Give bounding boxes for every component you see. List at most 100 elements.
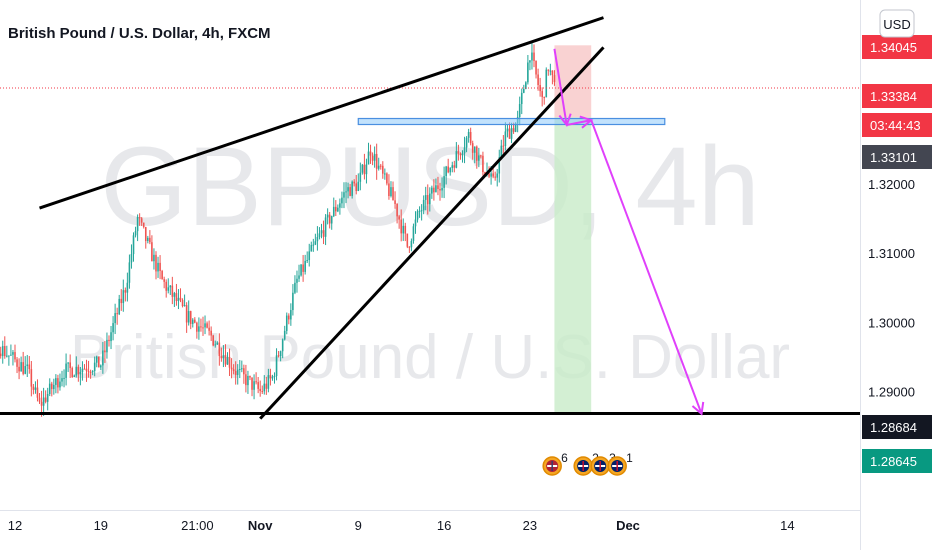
candle-body [435, 185, 437, 193]
candle-body [330, 216, 333, 224]
candle-body [349, 187, 351, 196]
candle-body [324, 217, 327, 237]
candle [216, 341, 219, 346]
candle [77, 364, 80, 382]
candle-body [337, 207, 339, 212]
candle [451, 161, 454, 173]
price-label-bg [862, 35, 932, 59]
watermark: GBPUSD, 4h British Pound / U.S. Dollar [70, 124, 790, 392]
candle-body [416, 211, 419, 220]
candle-body [504, 131, 507, 147]
candle [465, 136, 468, 153]
candle-body [118, 298, 121, 315]
candle-body [339, 203, 341, 208]
candle [298, 264, 300, 282]
candle-body [142, 222, 145, 228]
candle-body [181, 300, 184, 307]
candle [379, 163, 382, 170]
time-axis[interactable]: 12 19 21:00 Nov 9 16 23 Dec 14 [0, 510, 932, 550]
candle-body [496, 173, 499, 178]
candle [87, 360, 90, 378]
candle-body [263, 383, 266, 392]
candle [189, 310, 192, 330]
event-marker[interactable]: 1 [607, 451, 633, 476]
candle-body [535, 61, 537, 75]
candle [361, 163, 364, 175]
candle [392, 181, 394, 201]
event-marker[interactable]: 6 [542, 451, 568, 476]
candle [449, 167, 452, 176]
forecast-arrow [590, 119, 703, 415]
candle [228, 348, 231, 377]
candle [149, 230, 151, 245]
candle [435, 178, 437, 193]
candle-body [518, 104, 521, 118]
time-tick-label: 23 [523, 518, 537, 533]
candle-body [531, 52, 533, 61]
candle-body [510, 128, 513, 139]
price-label-bg [862, 113, 932, 137]
forecast-arrowhead [691, 401, 705, 416]
candle [249, 375, 251, 381]
candle [61, 370, 63, 387]
candle-body [473, 146, 476, 153]
candle [32, 383, 35, 395]
candle [46, 387, 49, 411]
candle [363, 153, 366, 180]
candle [173, 291, 176, 307]
watermark-name: British Pound / U.S. Dollar [70, 323, 790, 392]
candle [81, 361, 84, 381]
candle-body [351, 181, 353, 196]
drawings[interactable] [0, 16, 860, 420]
candle [527, 55, 529, 85]
candle-body [46, 393, 49, 402]
candle-body [97, 356, 100, 368]
candle [467, 128, 470, 143]
candle-body [87, 371, 90, 373]
candle [6, 345, 8, 358]
candle [478, 147, 480, 168]
candle [175, 283, 178, 306]
candle [118, 294, 121, 316]
candle-body [157, 262, 159, 272]
candle [3, 336, 6, 359]
candle [191, 318, 194, 328]
candle [120, 289, 123, 311]
candle [128, 254, 131, 289]
candle [422, 195, 425, 215]
candle-body [316, 236, 319, 242]
candle [95, 355, 98, 368]
candle-body [204, 323, 206, 328]
candle-body [279, 351, 282, 357]
event-marker[interactable]: 3 [590, 451, 616, 476]
candle [50, 381, 53, 397]
candle-body [371, 155, 374, 161]
price-label-bg [862, 84, 932, 108]
candle [85, 359, 88, 382]
price-axis[interactable]: 1.280001.290001.300001.310001.320001.340… [860, 0, 932, 550]
time-tick-label: Dec [616, 518, 640, 533]
candle [355, 174, 358, 195]
candle [226, 352, 229, 365]
candle [93, 356, 96, 377]
candle-body [488, 173, 490, 177]
currency-button[interactable]: USD [879, 9, 915, 38]
candle [83, 364, 86, 370]
candle-body [392, 187, 394, 201]
candle [549, 63, 552, 76]
candle [324, 214, 327, 246]
event-markers[interactable]: 6231 [542, 451, 633, 476]
candle [447, 158, 449, 174]
candle [140, 217, 143, 227]
candle-body [418, 210, 421, 212]
candle [106, 332, 108, 359]
candle [126, 272, 129, 302]
candle-body [40, 401, 43, 406]
candle [206, 321, 208, 329]
candle [159, 255, 161, 280]
candle-body [140, 218, 143, 223]
candle [169, 285, 172, 295]
candle [326, 208, 329, 225]
candle [147, 235, 149, 244]
